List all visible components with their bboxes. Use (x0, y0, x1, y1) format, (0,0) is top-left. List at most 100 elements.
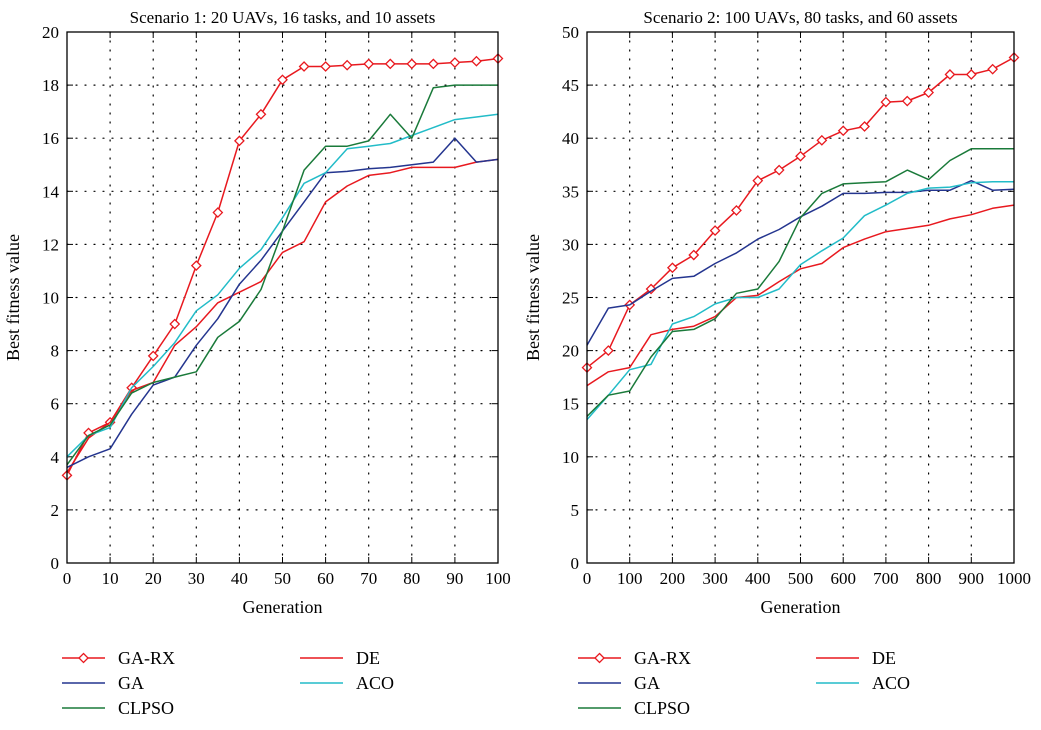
x-tick-label: 100 (485, 569, 511, 588)
data-point-ga-rx (190, 260, 202, 272)
data-point-ga-rx (602, 345, 614, 357)
legend-marker-ga-rx (594, 652, 605, 664)
y-tick-label: 20 (42, 23, 59, 42)
data-point-ga-rx (923, 87, 935, 98)
legend-label-ga: GA (118, 673, 144, 693)
series-line-aco (586, 180, 1014, 421)
y-tick-label: 50 (562, 23, 579, 42)
y-tick-label: 35 (562, 182, 579, 201)
legend-label-aco: ACO (872, 673, 910, 693)
y-tick-label: 30 (562, 235, 579, 254)
x-tick-label: 600 (830, 569, 856, 588)
x-tick-label: 300 (702, 569, 728, 588)
legend-marker-ga-rx (78, 652, 89, 664)
y-tick-label: 0 (571, 554, 580, 573)
chart-panel-1: Scenario 1: 20 UAVs, 16 tasks, and 10 as… (3, 8, 511, 718)
x-tick-label: 100 (617, 569, 643, 588)
data-point-ga-rx (471, 55, 482, 67)
x-tick-label: 20 (145, 569, 162, 588)
y-tick-label: 40 (562, 129, 579, 148)
x-tick-label: 200 (660, 569, 686, 588)
data-point-ga-rx (212, 207, 224, 218)
x-tick-label: 1000 (997, 569, 1031, 588)
x-tick-label: 800 (916, 569, 942, 588)
x-tick-label: 0 (63, 569, 72, 588)
data-point-ga-rx (666, 262, 678, 274)
chart-title: Scenario 1: 20 UAVs, 16 tasks, and 10 as… (130, 8, 436, 27)
data-point-ga-rx (965, 69, 977, 80)
y-tick-label: 10 (562, 448, 579, 467)
x-tick-label: 400 (745, 569, 771, 588)
legend-label-ga-rx: GA-RX (634, 648, 691, 668)
data-point-ga-rx (341, 59, 353, 71)
legend-label-de: DE (356, 648, 380, 668)
data-point-ga-rx (427, 58, 439, 70)
x-axis-label: Generation (243, 597, 323, 617)
y-tick-label: 2 (51, 501, 60, 520)
y-axis-label: Best fitness value (523, 234, 543, 361)
x-axis-label: Generation (761, 597, 841, 617)
data-point-ga-rx (449, 57, 461, 68)
data-point-ga-rx (233, 135, 245, 147)
data-point-ga-rx (731, 204, 742, 216)
legend: GA-RX GA CLPSO DE ACO (62, 648, 394, 718)
series-line-clpso (586, 148, 1014, 417)
data-point-ga-rx (816, 134, 828, 146)
x-tick-label: 50 (274, 569, 291, 588)
data-point-ga-rx (880, 96, 892, 108)
data-point-ga-rx (363, 58, 375, 70)
series-line-de (586, 204, 1015, 387)
data-point-ga-rx (688, 249, 700, 261)
series-line-aco (66, 113, 499, 458)
y-tick-label: 5 (571, 501, 580, 520)
legend-label-ga: GA (634, 673, 660, 693)
data-point-ga-rx (320, 61, 332, 72)
x-tick-label: 900 (959, 569, 985, 588)
y-tick-label: 6 (51, 395, 60, 414)
x-tick-label: 10 (102, 569, 119, 588)
series-line-de (66, 158, 499, 474)
data-point-ga-rx (709, 225, 721, 237)
legend-label-de: DE (872, 648, 896, 668)
legend: GA-RX GA CLPSO DE ACO (578, 648, 910, 718)
data-point-ga-rx (859, 121, 870, 132)
y-tick-label: 18 (42, 76, 59, 95)
data-point-ga-rx (944, 69, 956, 80)
x-tick-label: 30 (188, 569, 205, 588)
series-line-clpso (66, 84, 498, 466)
data-point-ga-rx (987, 63, 999, 75)
data-point-ga-rx (837, 125, 849, 137)
data-point-ga-rx (384, 58, 396, 70)
x-tick-label: 500 (788, 569, 814, 588)
x-tick-label: 0 (583, 569, 592, 588)
data-point-ga-rx (169, 318, 181, 330)
x-tick-label: 70 (360, 569, 377, 588)
y-tick-label: 25 (562, 289, 579, 308)
x-tick-label: 80 (403, 569, 420, 588)
data-point-ga-rx (406, 58, 418, 70)
plot-frame (66, 31, 499, 564)
legend-label-ga-rx: GA-RX (118, 648, 175, 668)
x-tick-label: 700 (873, 569, 899, 588)
data-point-ga-rx (773, 164, 785, 176)
y-tick-label: 20 (562, 342, 579, 361)
y-tick-label: 10 (42, 289, 59, 308)
y-tick-label: 15 (562, 395, 579, 414)
data-point-ga-rx (298, 61, 310, 72)
y-tick-label: 4 (51, 448, 60, 467)
plot-frame (586, 31, 1015, 564)
x-tick-label: 40 (231, 569, 248, 588)
y-tick-label: 45 (562, 76, 579, 95)
x-tick-label: 60 (317, 569, 334, 588)
y-tick-label: 16 (42, 129, 59, 148)
data-point-ga-rx (147, 350, 159, 362)
y-tick-label: 0 (51, 554, 60, 573)
legend-label-clpso: CLPSO (118, 698, 174, 718)
data-point-ga-rx (795, 150, 806, 162)
data-point-ga-rx (901, 95, 913, 107)
legend-label-clpso: CLPSO (634, 698, 690, 718)
data-point-ga-rx (645, 283, 657, 295)
y-axis-label: Best fitness value (3, 234, 23, 361)
